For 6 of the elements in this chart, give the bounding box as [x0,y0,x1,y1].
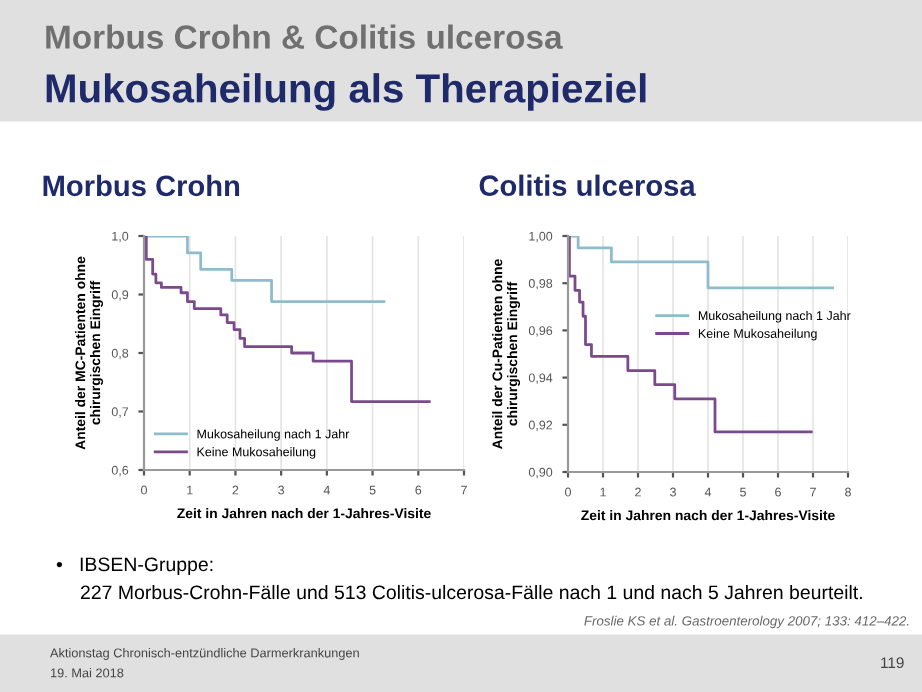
chart-title: Colitis ulcerosa [479,174,696,197]
text: 227 Morbus-Crohn-Fälle und 513 Colitis-ulcerosa-Fälle nach 1 und nach 5 Jahren beurteilt. [80,584,862,600]
chart-title: Morbus Crohn [43,174,240,197]
text: Morbus Crohn & Colitis ulcerosa [46,24,563,49]
text: • IBSEN-Gruppe: [56,557,213,576]
text: Mukosaheilung als Therapieziel [46,73,646,111]
